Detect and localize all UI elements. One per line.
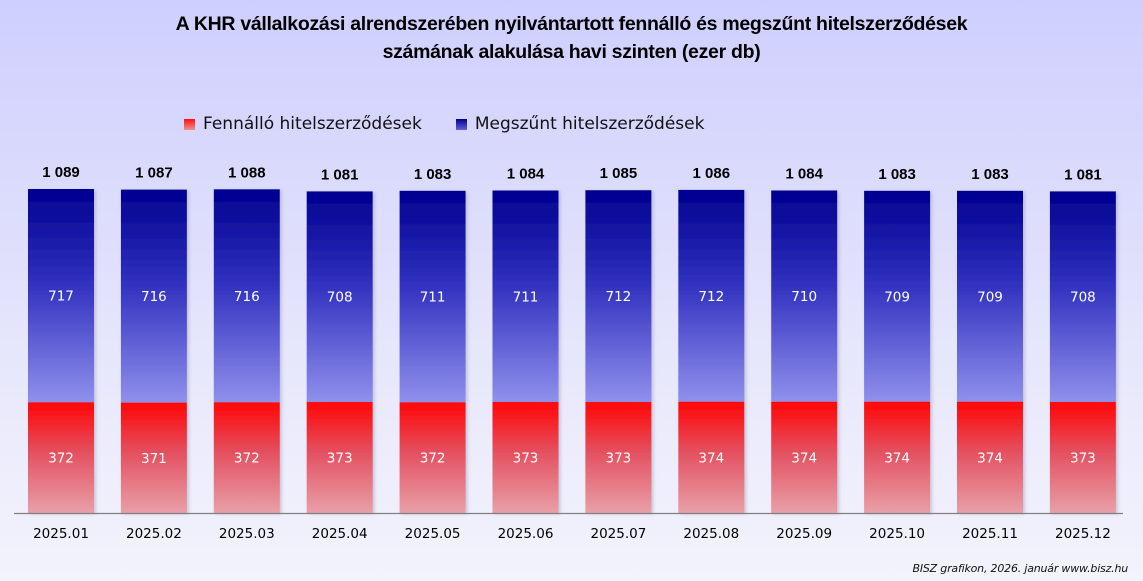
data-label-fennallo: 372: [420, 451, 446, 467]
x-tick-label: 2025.02: [126, 526, 182, 542]
bar-megszunt-2025.12: [1049, 191, 1116, 403]
data-label-total: 1 087: [135, 165, 173, 182]
data-label-total: 1 086: [693, 165, 731, 182]
bar-fennallo-2025.10: [864, 401, 931, 513]
bar-megszunt-2025.06: [492, 190, 559, 403]
data-label-megszunt: 712: [606, 289, 632, 305]
data-label-megszunt: 709: [977, 289, 1003, 305]
bar-megszunt-2025.09: [771, 190, 838, 402]
data-label-total: 1 085: [600, 165, 638, 182]
bar-megszunt-2025.01: [28, 189, 94, 403]
bar-group-2025.07: [585, 190, 652, 513]
bar-group-2025.01: [28, 189, 94, 513]
legend-swatch-fennallo: [184, 118, 195, 130]
x-tick-label: 2025.07: [590, 526, 646, 542]
bar-fennallo-2025.07: [585, 402, 652, 513]
bar-group-2025.10: [864, 190, 931, 513]
data-label-fennallo: 373: [1070, 451, 1096, 467]
x-tick-label: 2025.03: [219, 526, 275, 542]
data-label-fennallo: 374: [698, 450, 724, 466]
bar-fennallo-2025.04: [306, 402, 373, 513]
data-label-total: 1 083: [878, 166, 916, 183]
chart-title-line-1: A KHR vállalkozási alrendszerében nyilvá…: [175, 13, 968, 35]
data-label-megszunt: 717: [48, 289, 74, 305]
data-label-fennallo: 372: [234, 451, 260, 467]
bar-megszunt-2025.03: [213, 189, 280, 403]
legend-swatch-megszunt: [455, 118, 467, 130]
bar-megszunt-2025.07: [585, 190, 652, 403]
legend-item-megszunt: Megszűnt hitelszerződések: [455, 114, 705, 134]
data-label-fennallo: 374: [977, 450, 1003, 466]
bar-megszunt-2025.02: [120, 189, 187, 403]
data-label-total: 1 088: [228, 164, 266, 181]
bars-layer: [28, 189, 1116, 513]
bar-group-2025.09: [771, 190, 838, 513]
x-tick-label: 2025.08: [683, 526, 739, 542]
bar-group-2025.05: [399, 190, 466, 513]
data-label-megszunt: 711: [513, 289, 539, 305]
data-label-megszunt: 716: [141, 289, 167, 305]
x-tick-label: 2025.12: [1055, 526, 1111, 542]
bar-group-2025.12: [1049, 191, 1116, 513]
data-label-fennallo: 372: [48, 451, 74, 467]
bar-group-2025.03: [213, 189, 280, 513]
bar-megszunt-2025.11: [957, 190, 1023, 402]
bar-group-2025.02: [120, 189, 187, 513]
data-label-total: 1 084: [507, 165, 545, 182]
bar-group-2025.06: [492, 190, 559, 513]
bar-megszunt-2025.10: [864, 190, 931, 402]
bar-fennallo-2025.11: [957, 401, 1023, 513]
data-label-total: 1 081: [321, 166, 359, 183]
data-label-total: 1 083: [414, 166, 452, 183]
bar-fennallo-2025.12: [1049, 402, 1116, 513]
x-tick-label: 2025.09: [776, 526, 832, 542]
data-label-fennallo: 374: [884, 450, 910, 466]
data-label-megszunt: 712: [698, 289, 724, 305]
data-label-total: 1 084: [785, 165, 823, 182]
x-tick-label: 2025.06: [498, 526, 554, 542]
x-tick-label: 2025.01: [33, 526, 89, 542]
data-label-fennallo: 373: [327, 451, 353, 467]
data-label-fennallo: 373: [606, 451, 632, 467]
bar-fennallo-2025.06: [492, 402, 559, 513]
data-label-total: 1 083: [971, 166, 1009, 183]
bar-fennallo-2025.09: [771, 401, 838, 513]
x-tick-label: 2025.11: [962, 526, 1018, 542]
bar-fennallo-2025.01: [28, 402, 94, 513]
data-label-megszunt: 708: [1070, 290, 1096, 306]
bar-fennallo-2025.03: [213, 402, 280, 513]
legend-item-fennallo: Fennálló hitelszerződések: [184, 114, 422, 134]
x-tick-label: 2025.10: [869, 526, 925, 542]
bar-megszunt-2025.04: [306, 191, 373, 403]
chart-title: A KHR vállalkozási alrendszerében nyilvá…: [0, 10, 1143, 66]
legend-label-fennallo: Fennálló hitelszerződések: [203, 114, 422, 134]
bar-group-2025.11: [957, 190, 1023, 513]
data-label-megszunt: 708: [327, 290, 353, 306]
bar-fennallo-2025.08: [678, 401, 745, 513]
data-label-total: 1 089: [42, 164, 80, 181]
chart-title-line-2: számának alakulása havi szinten (ezer db…: [382, 41, 761, 63]
labels-layer: 717 372 1 089 2025.01 716 371 1 087 2025.02 716 3…: [33, 164, 1111, 542]
data-label-total: 1 081: [1064, 166, 1102, 183]
data-label-megszunt: 711: [420, 290, 446, 306]
x-tick-label: 2025.04: [312, 526, 368, 542]
chart-legend: Fennálló hitelszerződések Megszűnt hitel…: [184, 112, 738, 136]
data-label-fennallo: 374: [791, 450, 817, 466]
data-label-megszunt: 709: [884, 289, 910, 305]
data-label-megszunt: 716: [234, 289, 260, 305]
legend-label-megszunt: Megszűnt hitelszerződések: [474, 114, 705, 134]
bar-fennallo-2025.02: [120, 402, 187, 513]
x-tick-label: 2025.05: [405, 526, 461, 542]
bar-group-2025.08: [678, 189, 745, 513]
bar-group-2025.04: [306, 191, 373, 513]
bar-megszunt-2025.08: [678, 189, 745, 402]
data-label-fennallo: 371: [141, 451, 167, 467]
bar-megszunt-2025.05: [399, 190, 466, 403]
data-label-megszunt: 710: [791, 289, 817, 305]
bar-fennallo-2025.05: [399, 402, 466, 513]
data-label-fennallo: 373: [513, 451, 539, 467]
source-note: BISZ grafikon, 2026. január www.bisz.hu: [912, 562, 1129, 575]
